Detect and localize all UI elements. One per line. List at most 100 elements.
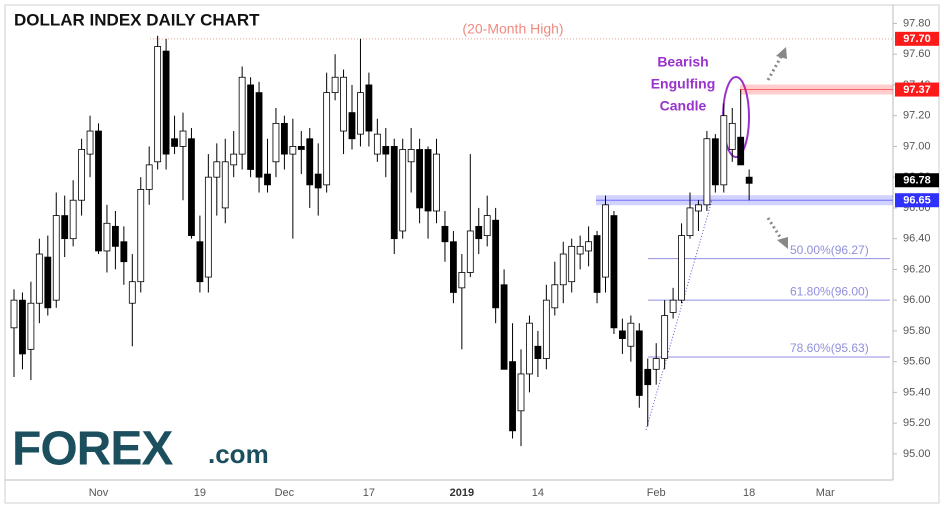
y-tick-label: 97.20 [903,110,931,122]
candle-body [297,146,305,150]
candle-body [737,136,745,166]
level-badge [895,193,939,208]
x-tick-label: 2019 [450,487,474,499]
y-tick-label: 95.80 [903,325,931,337]
level-badge [895,173,939,188]
candle-body [678,235,685,301]
candle-body [35,253,43,304]
pattern-note: Candle [660,98,707,114]
candle-body [196,241,204,283]
candle-body [128,281,136,304]
candle-body [154,46,162,163]
candle-body [221,161,229,209]
candle-body [188,138,195,236]
candle-body [78,149,85,201]
candle-body [585,241,592,252]
candle-body [272,122,280,163]
level-badge-label: 96.78 [903,175,931,187]
arrow-down [766,217,784,241]
candle-body [162,50,170,155]
y-tick-label: 97.00 [903,140,931,152]
pattern-note: Engulfing [651,76,716,92]
chart-title: DOLLAR INDEX DAILY CHART [14,10,260,29]
x-tick-label: Mar [816,487,835,499]
y-tick-label: 96.40 [903,233,931,245]
candle-body [112,225,119,247]
y-tick-label: 95.40 [903,386,931,398]
candle-body [449,241,457,293]
candle-body [95,130,102,252]
x-tick-label: 18 [743,487,755,499]
x-tick-label: 14 [532,487,544,499]
candle-body [619,330,626,339]
x-tick-label: Nov [89,487,109,499]
y-tick-label: 95.20 [903,417,931,429]
candle-body [373,133,381,155]
candle-body [52,215,60,301]
candle-body [264,173,271,186]
level-badge-label: 97.70 [903,33,931,45]
candle-body [695,204,702,212]
candle-body [610,215,618,329]
candle-body [171,138,178,147]
candle-body [204,176,212,278]
candle-body [137,189,145,283]
candle-body [69,199,77,240]
candle-body [306,138,314,186]
candle-body [280,122,288,155]
candle-body [247,84,255,170]
candle-body [103,222,111,252]
candle-body [145,164,153,190]
candle-body [213,161,221,178]
candle-body [669,299,677,313]
y-tick-label: 95.60 [903,356,931,368]
candle-body [576,245,584,255]
candle-body [314,173,322,189]
level-badge [895,31,939,46]
candle-body [627,322,635,347]
candle-body [255,92,263,178]
x-tick-label: 19 [194,487,206,499]
pattern-note: Bearish [657,54,708,70]
candle-body [568,245,576,283]
arrow-head [776,47,787,59]
candle-body [348,112,356,140]
x-tick-label: 17 [363,487,375,499]
fib-label: 50.00%(96.27) [790,243,869,257]
candle-body [441,225,449,243]
fib-label: 78.60%(95.63) [790,341,869,355]
candle-body [728,122,736,150]
candle-body [10,299,18,329]
candle-body [517,373,525,412]
candle-body [179,130,187,147]
candle-body [365,84,373,132]
fib-label: 61.80%(96.00) [790,284,869,298]
candle-body [433,153,440,212]
candle-body [44,256,52,309]
candle-body [61,215,69,240]
candle-body [551,284,559,309]
candle-body [19,299,26,355]
candle-body [357,92,364,135]
arrow-head [777,237,788,249]
level-badge [895,82,939,97]
logo: FOREX [12,423,173,476]
candle-body [526,322,533,375]
candle-body [382,146,390,155]
candle-body [703,138,711,206]
y-tick-label: 96.00 [903,294,931,306]
trend-line [645,199,713,431]
level-badge-label: 97.37 [903,84,931,96]
candle-body [238,76,246,155]
candle-body [230,153,238,166]
logo-suffix: .com [208,439,269,469]
candle-body [416,149,424,209]
candle-body [483,215,491,236]
y-tick-label: 97.80 [903,17,931,29]
candle-body [593,235,601,293]
candle-body [509,361,516,432]
candle-body [86,130,94,155]
candle-body [720,115,728,186]
candle-body [27,302,35,350]
candle-body [602,204,609,278]
